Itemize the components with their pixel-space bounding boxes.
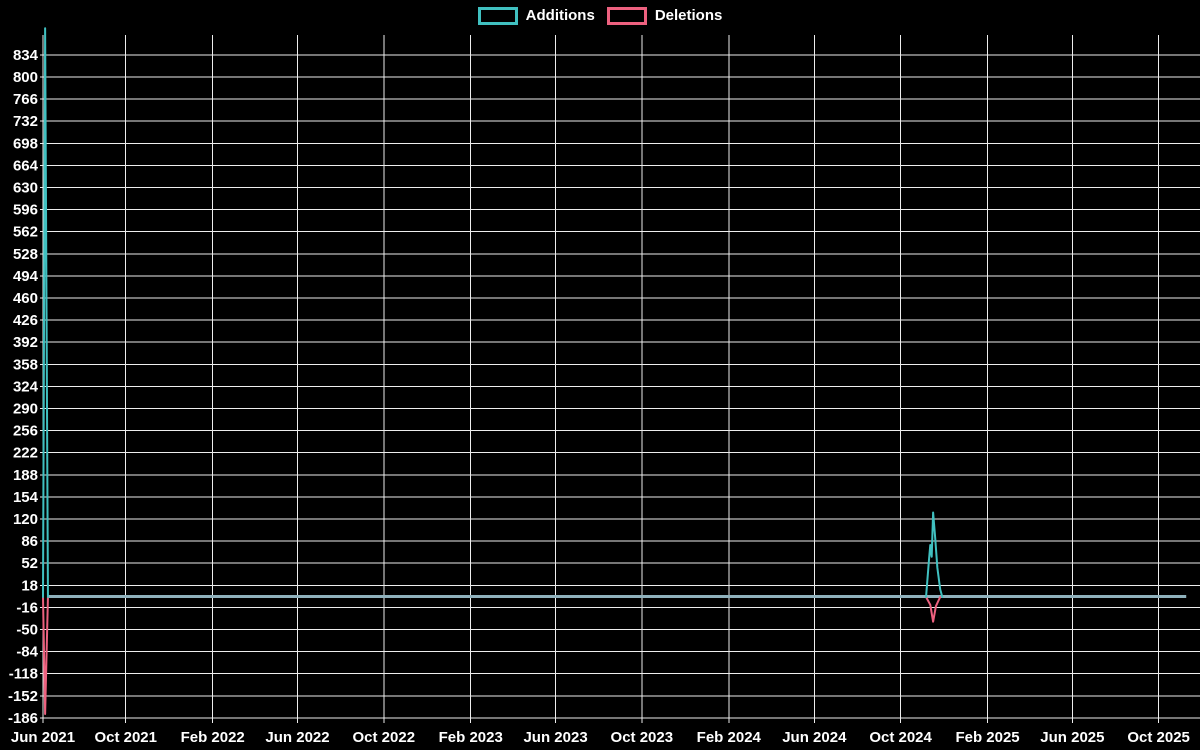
x-tick-label: Feb 2024 xyxy=(697,729,762,746)
x-tick-label: Oct 2021 xyxy=(94,729,157,746)
deletions-line xyxy=(925,596,942,623)
y-tick-label: 834 xyxy=(13,47,39,64)
y-tick-label: 494 xyxy=(13,268,39,285)
x-tick-label: Oct 2025 xyxy=(1127,729,1190,746)
y-tick-label: 698 xyxy=(13,135,38,152)
y-tick-label: 528 xyxy=(13,246,38,263)
x-tick-label: Jun 2023 xyxy=(523,729,587,746)
deletions-swatch-icon xyxy=(606,7,647,25)
legend-label-deletions: Deletions xyxy=(654,7,723,24)
y-tick-label: 630 xyxy=(13,180,38,197)
x-tick-label: Oct 2024 xyxy=(869,729,932,746)
x-tick-label: Feb 2023 xyxy=(439,729,503,746)
x-tick-label: Oct 2023 xyxy=(611,729,674,746)
legend-label-additions: Additions xyxy=(525,7,595,24)
chart-legend: Additions Deletions xyxy=(0,7,1200,25)
y-tick-label: 154 xyxy=(13,489,39,506)
x-tick-label: Oct 2022 xyxy=(353,729,416,746)
y-tick-label: 800 xyxy=(13,69,38,86)
y-tick-label: 18 xyxy=(21,577,38,594)
y-tick-label: 766 xyxy=(13,91,38,108)
y-tick-label: 324 xyxy=(13,378,39,395)
additions-line xyxy=(42,27,49,598)
y-tick-label: 562 xyxy=(13,224,38,241)
x-tick-label: Feb 2025 xyxy=(955,729,1019,746)
y-tick-label: 460 xyxy=(13,290,38,307)
y-tick-label: 392 xyxy=(13,334,38,351)
y-tick-label: 732 xyxy=(13,113,38,130)
x-tick-label: Feb 2022 xyxy=(181,729,245,746)
y-tick-label: 290 xyxy=(13,401,38,418)
x-tick-label: Jun 2024 xyxy=(782,729,847,746)
y-tick-label: -186 xyxy=(8,710,38,727)
y-tick-label: 86 xyxy=(21,533,38,550)
y-tick-label: 426 xyxy=(13,312,38,329)
y-tick-label: 222 xyxy=(13,445,38,462)
legend-item-additions[interactable]: Additions xyxy=(477,7,595,25)
x-tick-label: Jun 2025 xyxy=(1040,729,1104,746)
y-tick-label: 52 xyxy=(21,555,38,572)
y-tick-label: 188 xyxy=(13,467,38,484)
y-tick-label: -84 xyxy=(16,644,38,661)
y-tick-label: -16 xyxy=(16,599,38,616)
y-tick-label: -152 xyxy=(8,688,38,705)
x-tick-label: Jun 2022 xyxy=(265,729,329,746)
additions-swatch-icon xyxy=(477,7,518,25)
y-tick-label: 664 xyxy=(13,157,39,174)
additions-line xyxy=(925,511,944,598)
y-tick-label: 256 xyxy=(13,423,38,440)
deletions-line xyxy=(42,596,49,715)
x-tick-label: Jun 2021 xyxy=(11,729,75,746)
legend-item-deletions[interactable]: Deletions xyxy=(606,7,723,25)
y-tick-label: 596 xyxy=(13,202,38,219)
y-tick-label: 358 xyxy=(13,356,38,373)
y-tick-label: -118 xyxy=(9,666,38,683)
y-tick-label: -50 xyxy=(16,622,38,639)
y-tick-label: 120 xyxy=(13,511,38,528)
